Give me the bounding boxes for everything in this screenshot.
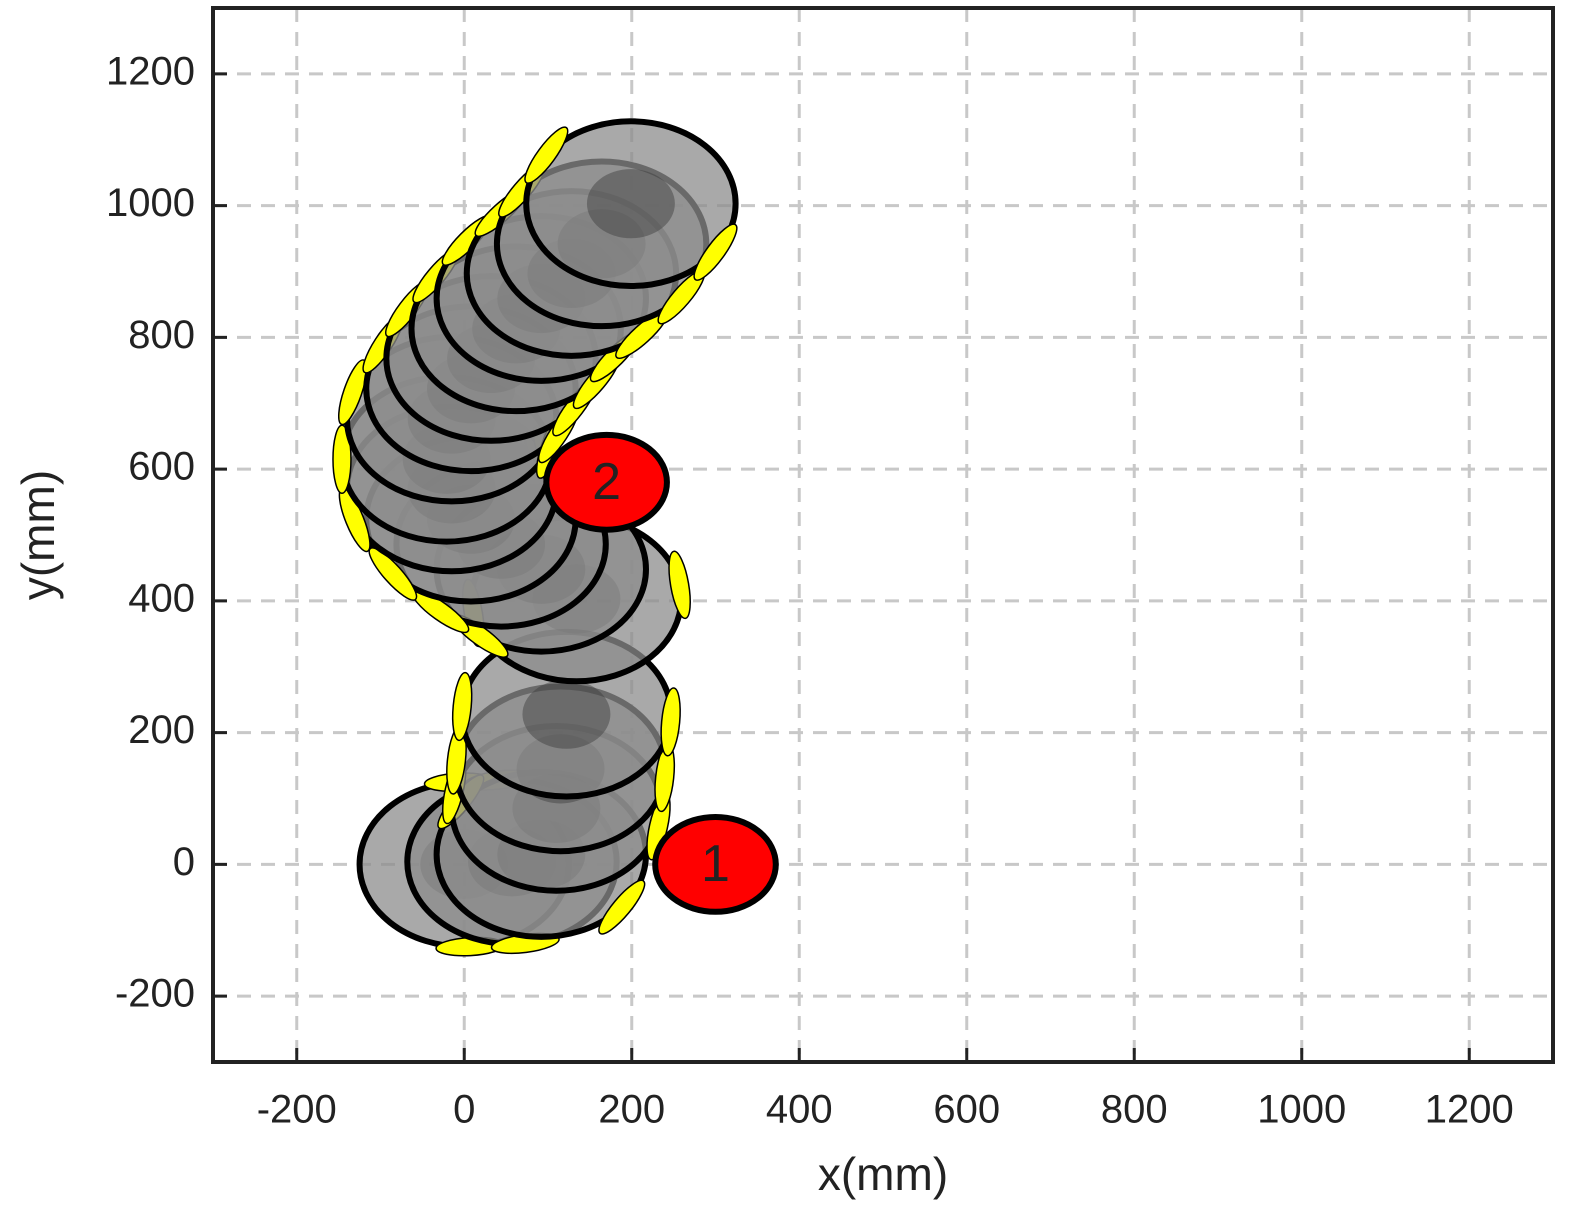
robot-core	[586, 169, 675, 239]
robot-wheel	[660, 687, 681, 757]
robot-wheel	[598, 879, 646, 935]
x-tick-label: 1000	[1257, 1088, 1346, 1132]
x-tick-label: 200	[598, 1088, 665, 1132]
plot-area: 12	[332, 118, 779, 957]
x-tick-label: -200	[257, 1088, 337, 1132]
goal	[543, 431, 670, 533]
y-tick-label: 800	[128, 313, 195, 357]
y-axis-label: y(mm)	[12, 470, 64, 600]
y-tick-label: 400	[128, 576, 195, 620]
x-axis-label: x(mm)	[818, 1148, 948, 1200]
y-tick-label: 0	[173, 840, 195, 884]
ticks: -200 0 200 400 600 800 1000 1200 -200 0 200 400 600 8…	[106, 49, 1514, 1131]
x-tick-label: 400	[766, 1088, 833, 1132]
robot-body	[523, 118, 739, 289]
goal	[652, 813, 779, 915]
x-tick-label: 600	[933, 1088, 1000, 1132]
robot-core	[522, 679, 611, 749]
robot-wheel	[693, 223, 738, 281]
y-tick-label: 1200	[106, 49, 195, 93]
goal-label: 2	[592, 453, 621, 511]
axes-frame	[211, 6, 1555, 1064]
y-tick-label: -200	[115, 972, 195, 1016]
robot-wheel	[332, 424, 352, 494]
robot-wheel	[668, 550, 691, 620]
robot-wheel	[451, 671, 473, 742]
goal-label: 1	[701, 835, 730, 893]
y-tick-label: 200	[128, 708, 195, 752]
robot	[523, 118, 739, 289]
x-tick-label: 1200	[1425, 1088, 1514, 1132]
robot-wheel	[524, 126, 569, 184]
y-tick-label: 600	[128, 445, 195, 489]
robot-wheel	[337, 359, 368, 426]
x-tick-label: 0	[453, 1088, 475, 1132]
x-tick-label: 800	[1101, 1088, 1168, 1132]
y-tick-label: 1000	[106, 181, 195, 225]
